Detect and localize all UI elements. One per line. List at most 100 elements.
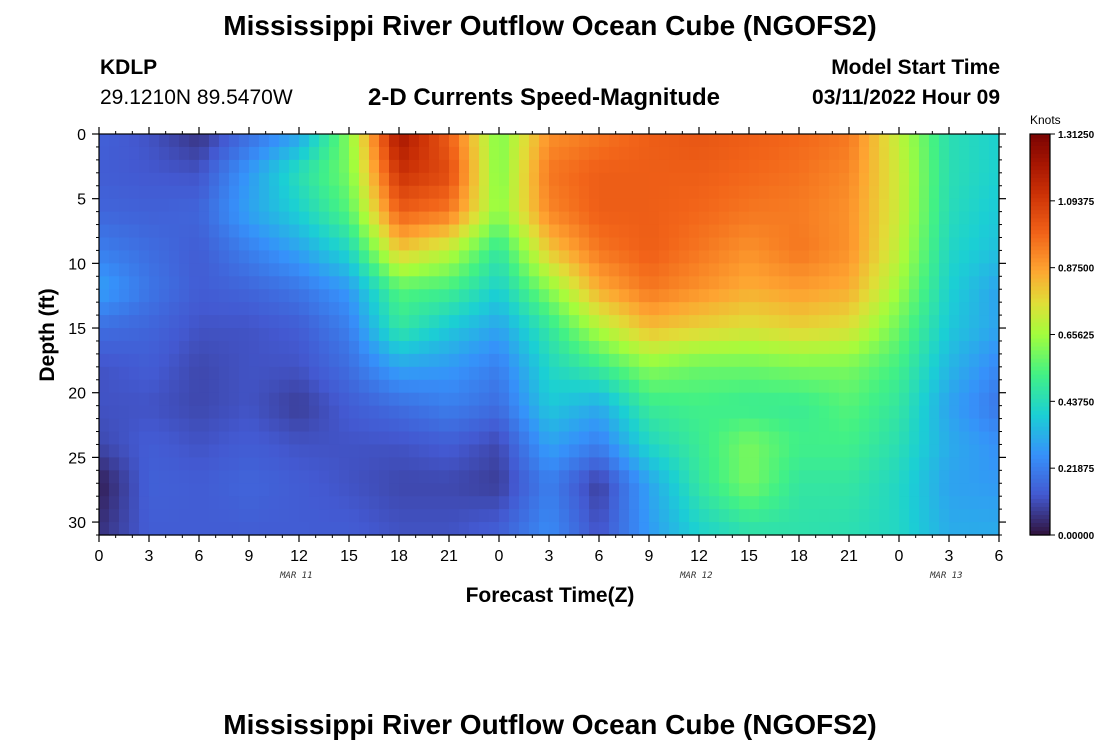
- heatmap-cell: [829, 470, 840, 484]
- heatmap-cell: [619, 418, 630, 433]
- heatmap-cell: [269, 263, 280, 277]
- heatmap-cell: [179, 159, 190, 174]
- heatmap-cell: [889, 405, 900, 420]
- heatmap-cell: [819, 328, 830, 342]
- heatmap-cell: [159, 431, 170, 446]
- heatmap-cell: [949, 392, 960, 407]
- heatmap-cell: [399, 379, 410, 394]
- heatmap-cell: [299, 172, 310, 187]
- heatmap-cell: [309, 198, 320, 213]
- heatmap-cell: [349, 315, 360, 329]
- heatmap-cell: [669, 211, 680, 226]
- heatmap-cell: [549, 315, 560, 329]
- heatmap-cell: [959, 379, 970, 394]
- heatmap-cell: [939, 276, 950, 290]
- heatmap-cell: [559, 405, 570, 420]
- heatmap-cell: [489, 302, 500, 316]
- heatmap-cell: [729, 263, 740, 277]
- heatmap-cell: [579, 224, 590, 239]
- heatmap-cell: [589, 146, 600, 161]
- heatmap-cell: [819, 470, 830, 484]
- heatmap-cell: [139, 198, 150, 213]
- heatmap-cell: [269, 496, 280, 510]
- heatmap-cell: [469, 276, 480, 290]
- heatmap-cell: [709, 444, 720, 458]
- heatmap-cell: [459, 353, 470, 368]
- heatmap-cell: [479, 302, 490, 316]
- heatmap-cell: [619, 431, 630, 446]
- heatmap-cell: [249, 224, 260, 239]
- heatmap-cell: [949, 483, 960, 497]
- colorbar-segment: [1030, 166, 1050, 171]
- heatmap-cell: [559, 340, 570, 355]
- heatmap-cell: [299, 418, 310, 433]
- heatmap-cell: [549, 483, 560, 497]
- heatmap-cell: [879, 289, 890, 303]
- heatmap-cell: [759, 146, 770, 161]
- heatmap-cell: [889, 379, 900, 394]
- heatmap-cell: [889, 340, 900, 355]
- heatmap-cell: [409, 328, 420, 342]
- heatmap-cell: [819, 159, 830, 174]
- heatmap-cell: [829, 522, 840, 536]
- heatmap-cell: [909, 159, 920, 174]
- heatmap-cell: [389, 418, 400, 433]
- heatmap-cell: [769, 522, 780, 536]
- heatmap-cell: [339, 366, 350, 381]
- heatmap-cell: [179, 470, 190, 484]
- heatmap-cell: [359, 198, 370, 213]
- heatmap-cell: [869, 509, 880, 523]
- heatmap-cell: [859, 276, 870, 290]
- heatmap-cell: [599, 315, 610, 329]
- heatmap-cell: [379, 237, 390, 252]
- heatmap-cell: [109, 185, 120, 200]
- heatmap-cell: [959, 146, 970, 161]
- heatmap-cell: [269, 276, 280, 290]
- heatmap-cell: [179, 496, 190, 510]
- heatmap-cell: [799, 237, 810, 252]
- heatmap-cell: [809, 198, 820, 213]
- heatmap-cell: [649, 198, 660, 213]
- heatmap-cell: [639, 302, 650, 316]
- heatmap-cell: [969, 457, 980, 471]
- heatmap-cell: [249, 211, 260, 226]
- heatmap-cell: [319, 340, 330, 355]
- heatmap-cell: [629, 276, 640, 290]
- heatmap-cell: [669, 263, 680, 277]
- heatmap-cell: [449, 353, 460, 368]
- heatmap-cell: [499, 379, 510, 394]
- heatmap-cell: [259, 457, 270, 471]
- heatmap-cell: [559, 431, 570, 446]
- heatmap-cell: [919, 392, 930, 407]
- heatmap-cell: [929, 418, 940, 433]
- heatmap-cell: [709, 172, 720, 187]
- heatmap-cell: [279, 146, 290, 161]
- colorbar-segment: [1030, 454, 1050, 460]
- heatmap-cell: [549, 418, 560, 433]
- heatmap-cell: [439, 237, 450, 252]
- heatmap-cell: [379, 457, 390, 471]
- heatmap-cell: [99, 353, 110, 368]
- heatmap-cell: [149, 276, 160, 290]
- heatmap-cell: [769, 159, 780, 174]
- heatmap-cell: [489, 224, 500, 239]
- heatmap-cell: [109, 289, 120, 303]
- heatmap-cell: [369, 263, 380, 277]
- heatmap-cell: [439, 522, 450, 536]
- heatmap-cell: [769, 418, 780, 433]
- heatmap-cell: [459, 237, 470, 252]
- heatmap-cell: [309, 289, 320, 303]
- heatmap-cell: [679, 237, 690, 252]
- heatmap-cell: [249, 276, 260, 290]
- heatmap-cell: [799, 302, 810, 316]
- heatmap-cell: [219, 431, 230, 446]
- heatmap-cell: [799, 159, 810, 174]
- colorbar-segment: [1030, 526, 1050, 532]
- heatmap-cell: [509, 483, 520, 497]
- heatmap-cell: [499, 250, 510, 264]
- heatmap-cell: [199, 418, 210, 433]
- heatmap-cell: [919, 211, 930, 226]
- heatmap-cell: [709, 315, 720, 329]
- heatmap-cell: [529, 379, 540, 394]
- heatmap-cell: [639, 237, 650, 252]
